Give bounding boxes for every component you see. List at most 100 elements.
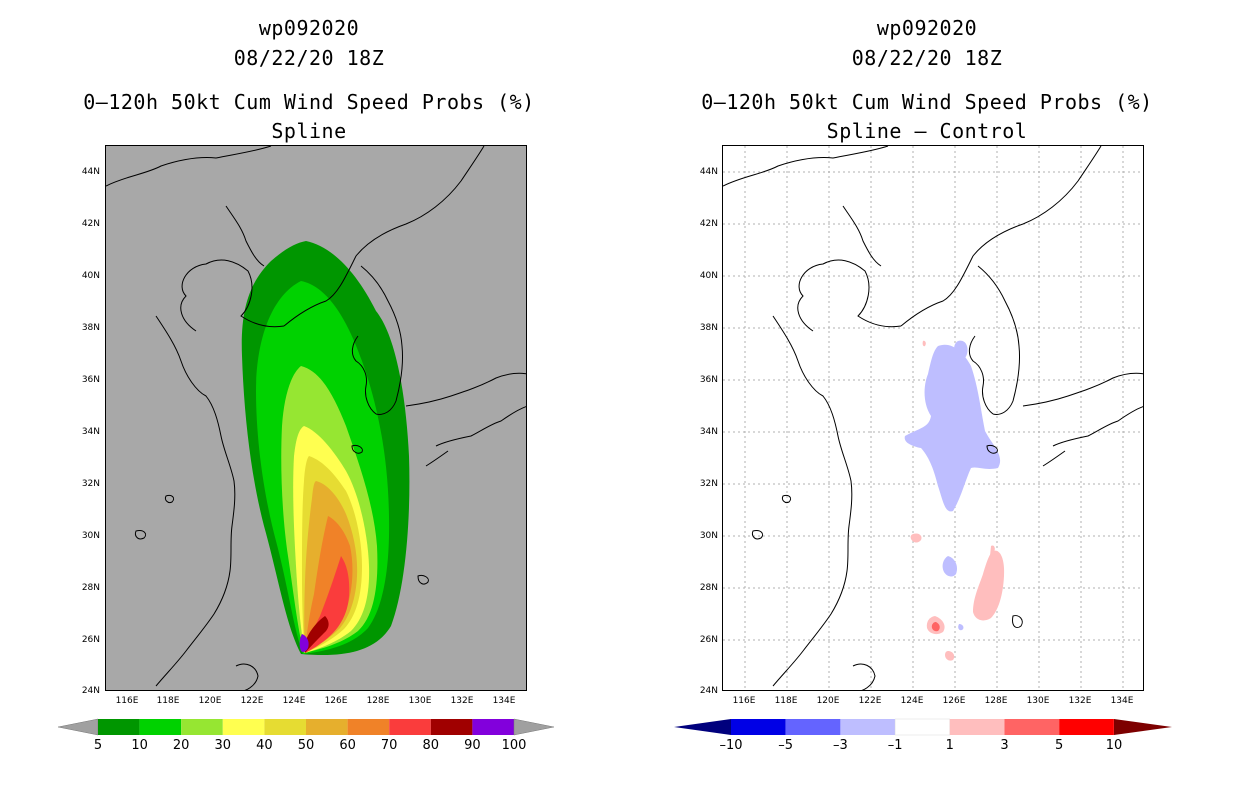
colorbar-label: 5 [1055,738,1064,753]
datetime-title: 08/22/20 18Z [233,46,385,70]
lon-label: 130E [1026,696,1050,706]
colorbar-segment [840,719,896,735]
lat-label: 26N [81,635,100,645]
positive-diff-region [910,533,922,543]
lat-label: 42N [699,219,718,229]
colorbar-label: 20 [172,738,190,753]
positive-diff-core [931,622,940,632]
product-title: 0–120h 50kt Cum Wind Speed Probs (%) [701,90,1153,114]
colorbar-label: 100 [501,738,527,753]
storm-id-title: wp092020 [258,16,360,40]
lon-label: 120E [816,696,840,706]
colorbar-label: –10 [719,738,743,753]
lat-label: 30N [699,531,718,541]
probability-map [105,145,527,691]
lat-label: 36N [81,375,100,385]
lat-label: 24N [699,686,718,696]
variant-title: Spline – Control [826,119,1028,143]
colorbar-label: 80 [422,738,440,753]
colorbar-high-end [1114,719,1172,735]
variant-title: Spline [271,119,347,143]
lon-label: 126E [324,696,348,706]
lon-label: 128E [366,696,390,706]
colorbar-segment [222,719,265,735]
colorbar-segment [139,719,182,735]
colorbar-segment [785,719,841,735]
colorbar-label: 3 [1000,738,1009,753]
lat-label: 38N [699,323,718,333]
colorbar-segment [389,719,431,735]
probability-map-graphic [106,146,526,690]
positive-diff-region [945,651,955,661]
colorbar-label: 50 [297,738,315,753]
colorbar-segment [1004,719,1060,735]
colorbar-low-end [674,719,731,735]
lat-label: 24N [81,686,100,696]
colorbar-label: –3 [833,738,848,753]
colorbar-segment [98,719,140,735]
contour-80 [304,616,329,653]
colorbar-label: 5 [93,738,103,753]
coastlines [106,146,526,690]
positive-diff-region [973,550,1005,621]
lon-label: 132E [450,696,474,706]
positive-diff-region [990,545,995,556]
grid-lines [723,146,1143,690]
probability-colorbar [58,718,554,736]
lat-label: 34N [81,427,100,437]
negative-diff-region [904,344,1001,512]
lat-label: 44N [81,167,100,177]
lat-label: 44N [699,167,718,177]
product-title: 0–120h 50kt Cum Wind Speed Probs (%) [83,90,535,114]
lon-label: 122E [240,696,264,706]
lon-label: 122E [858,696,882,706]
colorbar-segment [181,719,223,735]
lat-label: 30N [81,531,100,541]
colorbar-label: 10 [1105,738,1123,753]
lon-label: 116E [732,696,756,706]
colorbar-label: –5 [778,738,794,753]
lat-label: 38N [81,323,100,333]
datetime-title: 08/22/20 18Z [851,46,1003,70]
lat-label: 42N [81,219,100,229]
lon-label: 116E [115,696,139,706]
lat-label: 40N [699,271,718,281]
lat-label: 32N [81,479,100,489]
storm-id-title: wp092020 [876,16,978,40]
lon-label: 130E [408,696,432,706]
colorbar-segment [731,719,786,735]
lat-label: 28N [81,583,100,593]
colorbar-label: 90 [464,738,481,753]
colorbar-label: 40 [256,738,273,753]
lon-label: 134E [1110,696,1134,706]
colorbar-low-end [58,718,99,736]
colorbar-label: 60 [339,738,356,753]
lat-label: 36N [699,375,718,385]
colorbar-segment [472,719,514,735]
difference-colorbar [674,718,1172,736]
lon-label: 134E [492,696,516,706]
lat-label: 34N [699,427,718,437]
lat-label: 40N [81,271,100,281]
right-panel: wp092020 08/22/20 18Z 0–120h 50kt Cum Wi… [618,0,1236,800]
colorbar-segment [1059,719,1114,735]
negative-diff-region [958,624,964,631]
difference-map-graphic [723,146,1143,690]
colorbar-segment [949,719,1005,735]
lon-label: 132E [1068,696,1092,706]
negative-diff-region [942,556,958,577]
coastlines [723,146,1143,690]
colorbar-label: –1 [887,738,903,753]
colorbar-label: 70 [380,738,398,753]
difference-contours [904,340,1005,661]
lat-label: 28N [699,583,718,593]
contour-90 [299,634,309,652]
colorbar-label: 10 [131,738,148,753]
lon-label: 124E [900,696,924,706]
negative-diff-region [954,340,968,360]
lon-label: 128E [984,696,1008,706]
colorbar-segment [306,719,348,735]
colorbar-segment [430,719,473,735]
colorbar-segment [347,719,390,735]
lon-label: 120E [198,696,222,706]
